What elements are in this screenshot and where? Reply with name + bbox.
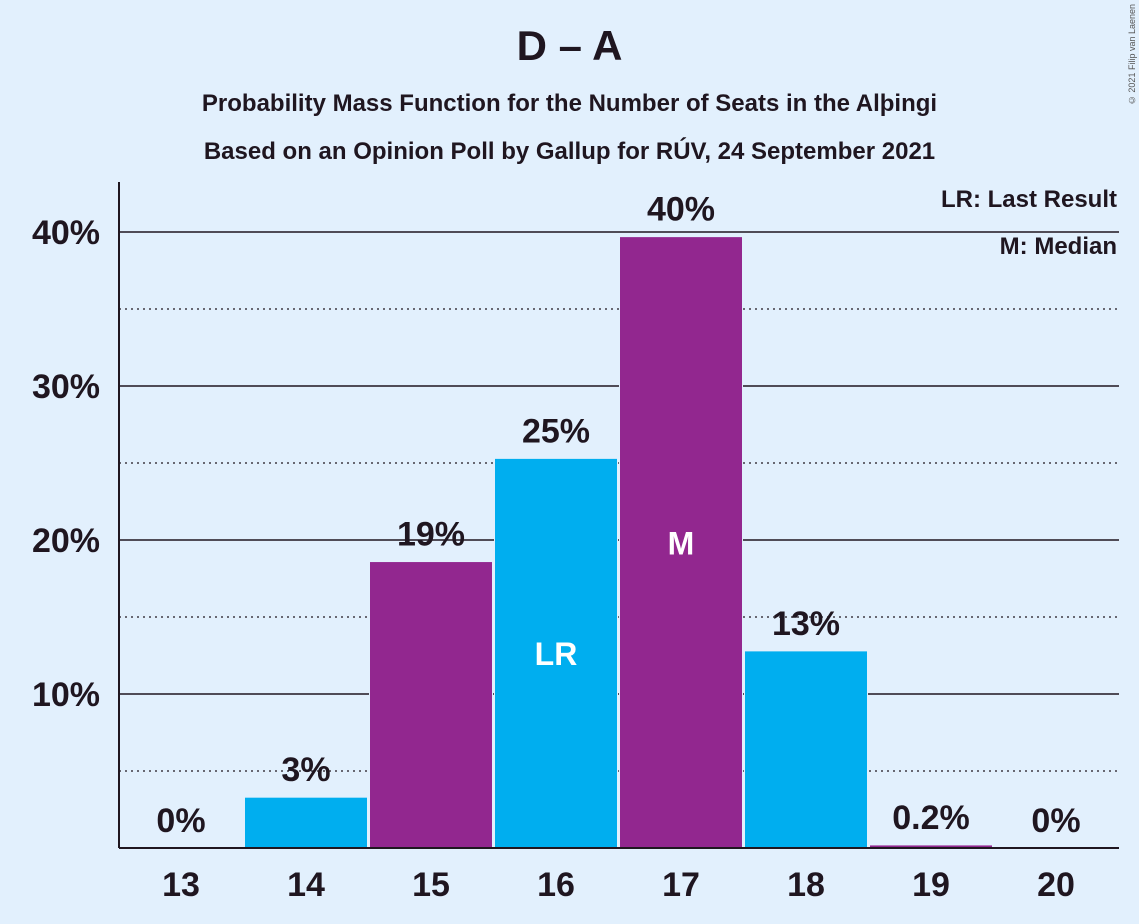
value-label: 19% — [397, 516, 465, 554]
value-label: 25% — [522, 412, 590, 450]
x-tick-label: 18 — [787, 866, 825, 904]
value-label: 13% — [772, 605, 840, 643]
bar-inner-label-m: M — [668, 525, 695, 561]
bar-seats-18 — [744, 650, 868, 849]
bar-inner-label-lr: LR — [535, 636, 578, 672]
y-tick-label: 20% — [32, 522, 100, 560]
value-label: 0.2% — [892, 799, 970, 837]
bar-seats-15 — [369, 561, 493, 849]
x-tick-label: 20 — [1037, 866, 1075, 904]
legend-median: M: Median — [999, 233, 1117, 260]
x-tick-label: 19 — [912, 866, 950, 904]
chart-subtitle-2: Based on an Opinion Poll by Gallup for R… — [203, 138, 936, 165]
value-label: 0% — [1031, 802, 1080, 840]
x-tick-label: 14 — [287, 866, 325, 904]
chart-subtitle-1: Probability Mass Function for the Number… — [201, 90, 938, 117]
bar-seats-14 — [244, 796, 368, 849]
legend-last-result: LR: Last Result — [940, 186, 1117, 213]
y-tick-label: 40% — [32, 214, 100, 252]
value-label: 0% — [156, 802, 205, 840]
x-tick-label: 15 — [412, 866, 450, 904]
y-tick-label: 30% — [32, 368, 100, 406]
bar-seats-16 — [494, 457, 618, 849]
x-tick-label: 13 — [162, 866, 200, 904]
chart-title: D – A — [516, 22, 623, 69]
x-tick-label: 17 — [662, 866, 700, 904]
x-tick-label: 16 — [537, 866, 575, 904]
value-label: 3% — [281, 751, 330, 789]
value-label: 40% — [647, 191, 715, 229]
y-tick-label: 10% — [32, 676, 100, 714]
